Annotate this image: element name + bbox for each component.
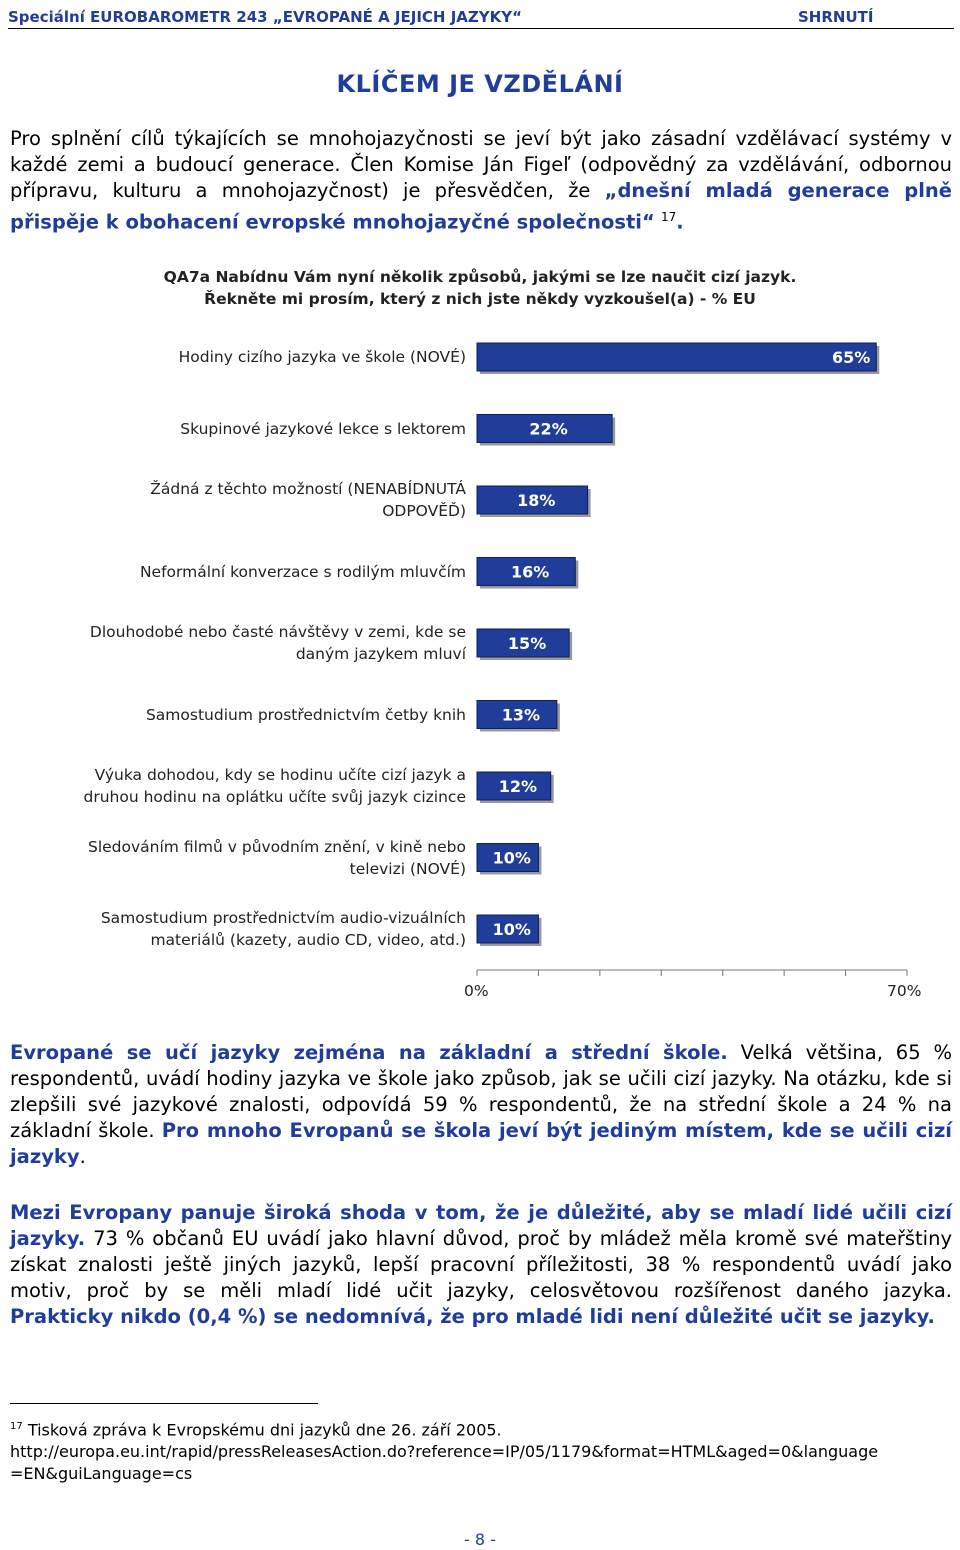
bar-value-label: 65% (832, 348, 870, 367)
para2-lead: Mezi Evropany panuje široká shoda v tom,… (10, 1201, 952, 1250)
footnote-url-line-1[interactable]: http://europa.eu.int/rapid/pressReleases… (10, 1442, 879, 1462)
para1-end: . (79, 1145, 86, 1168)
para1-lead: Evropané se učí jazyky zejména na základ… (10, 1041, 728, 1064)
category-label: Hodiny cizího jazyka ve škole (NOVÉ) (30, 346, 466, 368)
question-line-1: QA7a Nabídnu Vám nyní několik způsobů, j… (163, 268, 797, 286)
bar-value-label: 13% (502, 706, 540, 725)
category-label: Samostudium prostřednictvím audio-vizuál… (30, 907, 466, 951)
category-label: Sledováním filmů v původním znění, v kin… (30, 836, 466, 880)
section-title: KLÍČEM JE VZDĚLÁNÍ (336, 70, 624, 98)
bar (476, 628, 570, 658)
intro-text: Pro splnění cílů týkajících se mnohojazy… (10, 127, 952, 202)
category-label: Dlouhodobé nebo časté návštěvy v zemi, k… (30, 621, 466, 665)
bar (476, 843, 539, 872)
x-tick-label: 0% (464, 982, 489, 1000)
bar (476, 557, 576, 586)
bar-value-label: 18% (517, 491, 555, 510)
footnote-url-line-2[interactable]: =EN&guiLanguage=cs (10, 1464, 193, 1484)
x-tick-label: 70% (887, 982, 922, 1000)
category-label-line: Skupinové jazykové lekce s lektorem (180, 419, 466, 438)
footnote-number: 17 (10, 1421, 23, 1432)
category-label-line: Neformální konverzace s rodilým mluvčím (139, 562, 466, 581)
page-header: Speciální EUROBAROMETR 243 „EVROPANÉ A J… (8, 6, 954, 29)
category-label-line: televizi (NOVÉ) (349, 859, 466, 878)
footnote-text: Tisková zpráva k Evropskému dni jazyků d… (22, 1420, 502, 1440)
paragraph-consensus: Mezi Evropany panuje široká shoda v tom,… (10, 1200, 952, 1330)
category-label-line: Žádná z těchto možností (NENABÍDNUTÁ (150, 480, 466, 498)
category-label: Žádná z těchto možností (NENABÍDNUTÁ ODPO… (30, 478, 466, 522)
bar (476, 914, 539, 944)
category-label-line: Samostudium prostřednictvím četby knih (145, 705, 466, 724)
page-number: - 8 - (464, 1530, 496, 1549)
category-label: Neformální konverzace s rodilým mluvčím (30, 561, 466, 583)
bar (476, 485, 589, 515)
category-label-line: Sledováním filmů v původním znění, v kin… (88, 837, 466, 856)
header-section: SHRNUTÍ (798, 8, 874, 26)
category-label-line: Dlouhodobé nebo časté návštěvy v zemi, k… (89, 623, 466, 641)
paragraph-school: Evropané se učí jazyky zejména na základ… (10, 1040, 952, 1170)
bar-value-label: 10% (493, 920, 531, 939)
footnote-divider (10, 1403, 318, 1404)
category-label-line: Samostudium prostřednictvím audio-vizuál… (100, 909, 466, 927)
bar (476, 771, 552, 801)
intro-paragraph: Pro splnění cílů týkajících se mnohojazy… (10, 126, 952, 236)
footnote-ref: 17 (661, 210, 677, 224)
category-label-line: Výuka dohodou, kdy se hodinu učíte cizí … (94, 766, 466, 784)
para1-body: Velká většina, 65 % respondentů, uvádí h… (10, 1041, 952, 1142)
category-label-line: materiálů (kazety, audio CD, video, atd.… (150, 931, 466, 949)
category-label: Samostudium prostřednictvím četby knih (30, 704, 466, 726)
question-line-2: Řekněte mi prosím, který z nich jste něk… (204, 290, 756, 308)
header-report-title: Speciální EUROBAROMETR 243 „EVROPANÉ A J… (8, 8, 522, 26)
bar-value-label: 22% (529, 420, 567, 439)
bar (476, 342, 877, 372)
category-label-line: druhou hodinu na oplátku učíte svůj jazy… (83, 788, 467, 806)
footnote: 17 Tisková zpráva k Evropskému dni jazyk… (10, 1416, 952, 1485)
para1-highlight: Pro mnoho Evropanů se škola jeví být jed… (10, 1119, 952, 1168)
para2-body: 73 % občanů EU uvádí jako hlavní důvod, … (10, 1227, 952, 1302)
bar-chart-svg: 65% 22% 18% 16% 15% 13% 12% 10% 10% (476, 342, 908, 976)
category-label-line: daným jazykem mluví (295, 645, 466, 663)
bar-value-label: 10% (493, 849, 531, 868)
category-label-line: ODPOVĚĎ) (382, 502, 466, 520)
category-label-line: Hodiny cizího jazyka ve škole (NOVÉ) (178, 348, 466, 366)
category-label: Výuka dohodou, kdy se hodinu učíte cizí … (30, 764, 467, 808)
bar (476, 700, 558, 729)
bar-value-label: 16% (511, 563, 549, 582)
intro-end: . (676, 210, 684, 234)
intro-quote: „dnešní mladá generace plně přispěje k o… (10, 179, 953, 234)
bar-value-label: 12% (499, 777, 537, 796)
bar-chart: 65% 22% 18% 16% 15% 13% 12% 10% 10% Hodiny cizíh… (0, 320, 960, 1010)
para2-highlight: Prakticky nikdo (0,4 %) se nedomnívá, že… (10, 1305, 935, 1328)
bar-value-label: 15% (508, 634, 546, 653)
bar (476, 414, 613, 443)
category-label: Skupinové jazykové lekce s lektorem (30, 418, 466, 440)
